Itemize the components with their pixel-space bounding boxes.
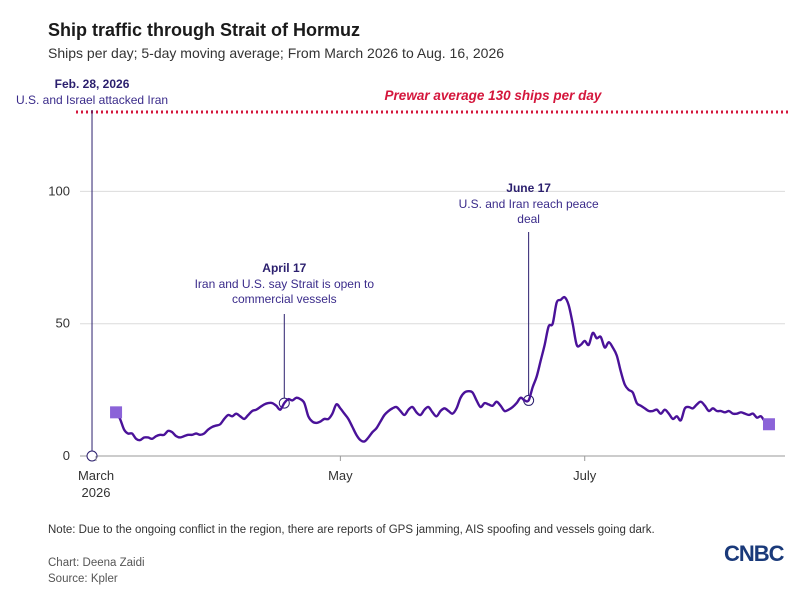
series-start-marker	[110, 406, 123, 419]
y-tick-label: 50	[56, 316, 70, 331]
cnbc-logo: CNBC	[724, 541, 785, 566]
annotation-heading: April 17	[262, 261, 306, 275]
chart-title: Ship traffic through Strait of Hormuz	[48, 20, 360, 40]
annotation-layer: Feb. 28, 2026 U.S. and Israel attacked Ir…	[16, 77, 599, 462]
x-tick-label: July	[573, 468, 597, 483]
reference-layer: Prewar average 130 ships per day	[76, 88, 789, 114]
chart-credit: Chart: Deena Zaidi	[48, 557, 145, 569]
y-tick-label: 0	[63, 448, 70, 463]
annotation-text: U.S. and Iran reach peace	[459, 197, 599, 211]
series-end-marker	[762, 418, 775, 431]
x-tick-label: March	[78, 468, 114, 483]
x-tick-sublabel: 2026	[82, 485, 111, 500]
y-tick-label: 100	[48, 183, 70, 198]
chart-note: Note: Due to the ongoing conflict in the…	[48, 524, 655, 536]
annotation-text: U.S. and Israel attacked Iran	[16, 93, 168, 107]
annotation-text: deal	[517, 212, 540, 226]
annotation-heading: Feb. 28, 2026	[55, 77, 130, 91]
series-line	[114, 295, 771, 443]
annotation-text: Iran and U.S. say Strait is open to	[195, 277, 375, 291]
chart-subtitle: Ships per day; 5-day moving average; Fro…	[48, 45, 505, 61]
annotation-heading: June 17	[506, 181, 551, 195]
prewar-reference-label: Prewar average 130 ships per day	[385, 88, 603, 103]
chart-source: Source: Kpler	[48, 573, 118, 585]
annotation-marker	[86, 450, 98, 462]
x-tick-label: May	[328, 468, 353, 483]
axis-layer: 0 50 100 March 2026 May July	[48, 183, 596, 500]
annotation-text: commercial vessels	[232, 292, 337, 306]
series-layer	[110, 295, 775, 443]
grid-layer	[80, 190, 785, 457]
